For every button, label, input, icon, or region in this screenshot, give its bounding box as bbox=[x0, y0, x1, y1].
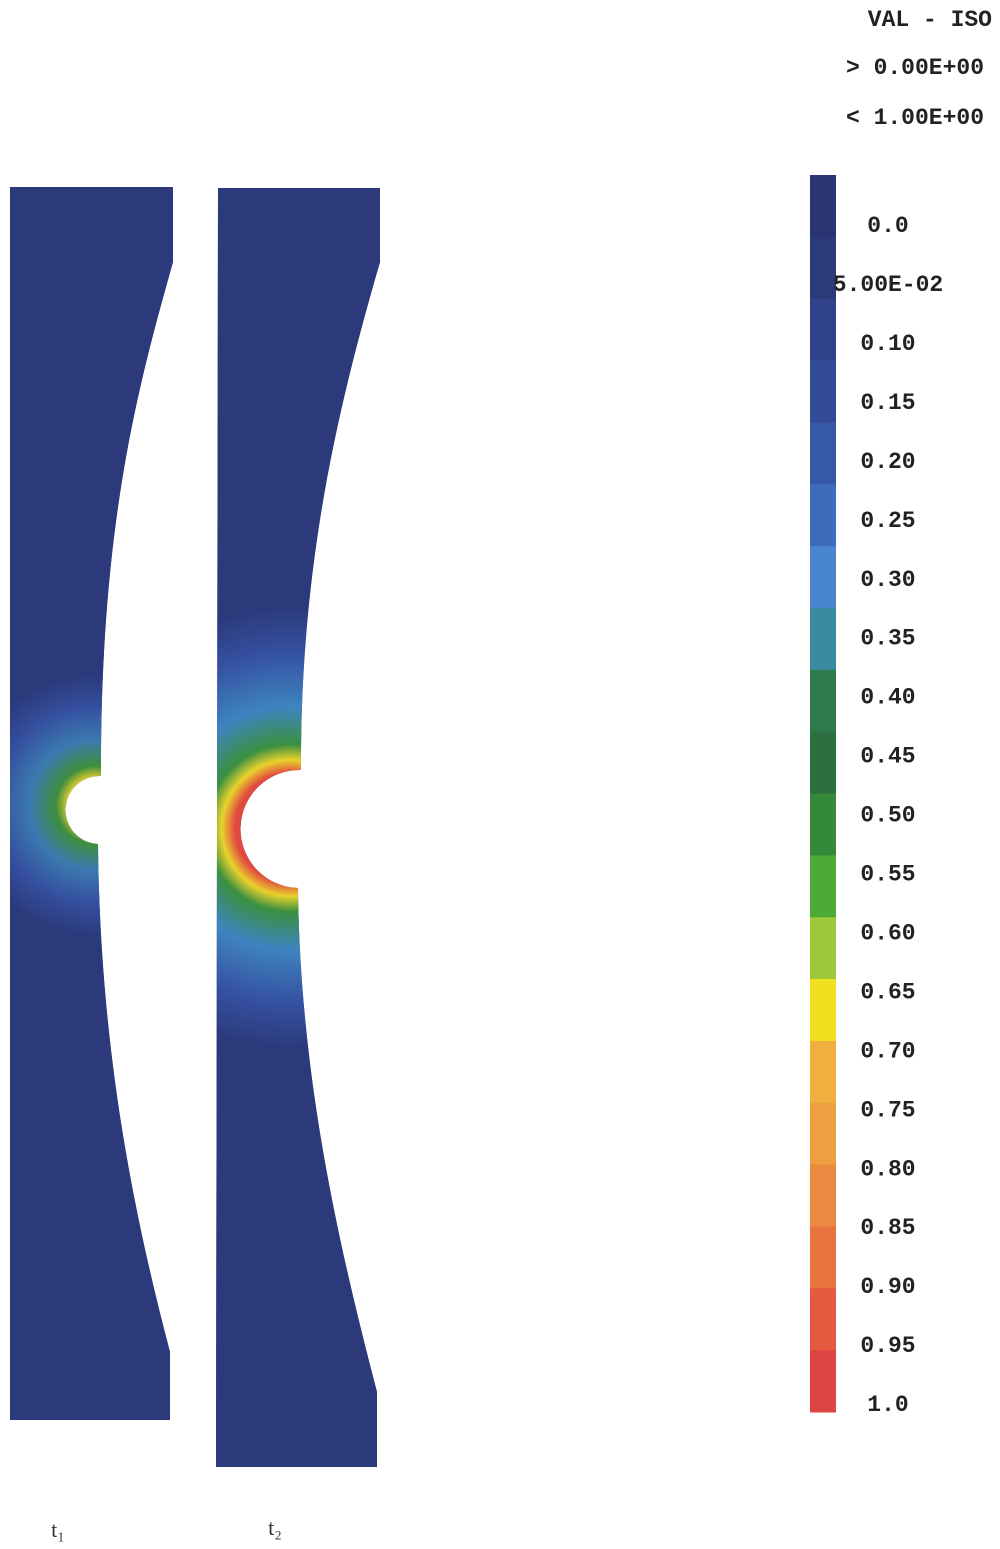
colorbar: 0.0 5.00E-02 0.10 0.15 0.20 0.25 0.30 0.35 0.40 0… bbox=[810, 175, 943, 1418]
colorbar-label: 0.85 bbox=[860, 1215, 915, 1241]
colorbar-label: 0.60 bbox=[860, 920, 915, 946]
colorbar-band bbox=[810, 793, 836, 856]
colorbar-label: 0.55 bbox=[860, 862, 915, 888]
colorbar-label: 0.20 bbox=[860, 449, 915, 475]
colorbar-band bbox=[810, 298, 836, 362]
colorbar-label: 0.10 bbox=[860, 331, 915, 357]
specimen-t2 bbox=[216, 188, 380, 1467]
colorbar-label: 0.80 bbox=[860, 1156, 915, 1182]
colorbar-label: 0.65 bbox=[860, 979, 915, 1005]
specimen-t1 bbox=[10, 187, 173, 1420]
colorbar-label: 0.75 bbox=[860, 1097, 915, 1123]
colorbar-band bbox=[810, 484, 836, 547]
legend-min: > 0.00E+00 bbox=[846, 55, 984, 81]
colorbar-label: 0.0 bbox=[867, 213, 908, 239]
colorbar-label: 0.90 bbox=[860, 1274, 915, 1300]
colorbar-band bbox=[810, 1226, 836, 1289]
colorbar-band bbox=[810, 855, 836, 918]
stress-field bbox=[10, 187, 173, 1420]
colorbar-label: 0.25 bbox=[860, 508, 915, 534]
colorbar-label: 0.30 bbox=[860, 567, 915, 593]
legend-title: VAL - ISO bbox=[868, 7, 992, 33]
colorbar-band bbox=[810, 979, 836, 1042]
colorbar-band bbox=[810, 1040, 836, 1104]
colorbar-band bbox=[810, 669, 836, 733]
legend-max: < 1.00E+00 bbox=[846, 105, 984, 131]
colorbar-band bbox=[810, 360, 836, 423]
colorbar-label: 0.95 bbox=[860, 1333, 915, 1359]
colorbar-label: 0.35 bbox=[860, 626, 915, 652]
colorbar-band bbox=[810, 1102, 836, 1166]
colorbar-label: 0.40 bbox=[860, 685, 915, 711]
colorbar-band bbox=[810, 1164, 836, 1227]
colorbar-band bbox=[810, 175, 836, 238]
colorbar-band bbox=[810, 546, 836, 609]
colorbar-band bbox=[810, 731, 836, 794]
panel-label: t₁ bbox=[51, 1517, 65, 1542]
stress-field bbox=[216, 188, 380, 1467]
colorbar-band bbox=[810, 917, 836, 980]
colorbar-label: 0.15 bbox=[860, 390, 915, 416]
colorbar-band bbox=[810, 1288, 836, 1351]
colorbar-label: 5.00E-02 bbox=[833, 272, 943, 298]
colorbar-label: 0.70 bbox=[860, 1038, 915, 1064]
colorbar-band bbox=[810, 607, 836, 671]
colorbar-label: 0.50 bbox=[860, 803, 915, 829]
colorbar-band bbox=[810, 236, 836, 300]
colorbar-band bbox=[810, 1350, 836, 1413]
colorbar-label: 0.45 bbox=[860, 744, 915, 770]
colorbar-label: 1.0 bbox=[867, 1392, 908, 1418]
panel-label: t₂ bbox=[268, 1515, 282, 1540]
colorbar-band bbox=[810, 422, 836, 485]
